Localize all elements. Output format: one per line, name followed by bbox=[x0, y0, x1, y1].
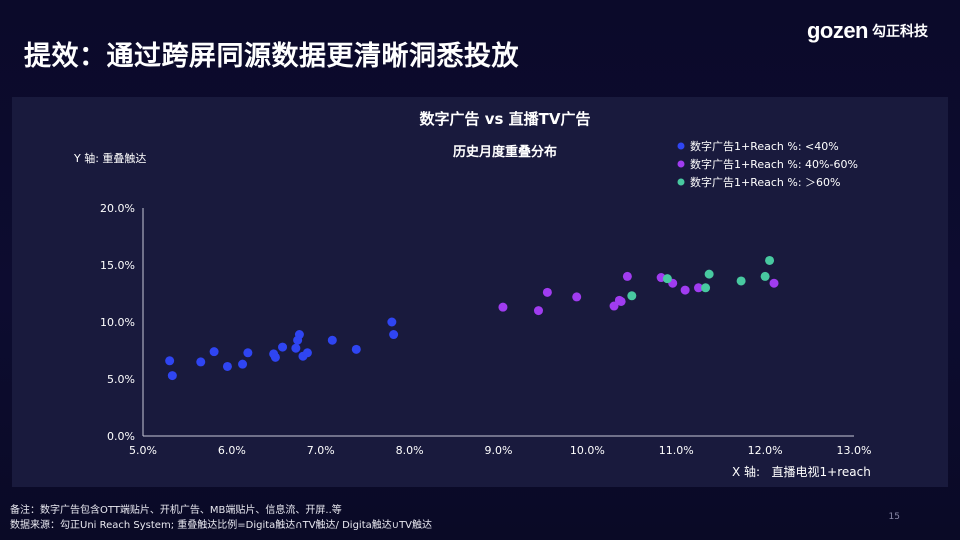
scatter-point-series-2 bbox=[542, 287, 552, 297]
scatter-point-series-2 bbox=[680, 285, 690, 295]
scatter-point-series-1 bbox=[238, 359, 248, 369]
legend-marker bbox=[677, 160, 685, 168]
slide-title: 提效：通过跨屏同源数据更清晰洞悉投放 bbox=[24, 41, 519, 72]
x-tick-label: 6.0% bbox=[218, 444, 246, 457]
x-tick-label: 11.0% bbox=[659, 444, 694, 457]
x-tick-label: 8.0% bbox=[396, 444, 424, 457]
scatter-point-series-2 bbox=[622, 271, 632, 281]
y-tick-label: 20.0% bbox=[100, 202, 135, 215]
scatter-point-series-3 bbox=[627, 291, 637, 301]
y-tick-label: 15.0% bbox=[100, 259, 135, 272]
scatter-point-series-1 bbox=[327, 335, 337, 345]
x-tick-label: 13.0% bbox=[837, 444, 872, 457]
x-tick-label: 12.0% bbox=[748, 444, 783, 457]
scatter-point-series-1 bbox=[243, 348, 253, 358]
x-tick-label: 10.0% bbox=[570, 444, 605, 457]
scatter-point-series-2 bbox=[769, 278, 779, 288]
scatter-point-series-1 bbox=[387, 317, 397, 327]
x-tick-label: 7.0% bbox=[307, 444, 335, 457]
legend-label: 数字广告1+Reach %: 40%-60% bbox=[690, 157, 858, 171]
x-axis-label: X 轴: 直播电视1+reach bbox=[732, 464, 871, 479]
scatter-point-series-1 bbox=[302, 348, 312, 358]
scatter-point-series-1 bbox=[167, 371, 177, 381]
footnote-note: 备注：数字广告包含OTT端贴片、开机广告、MB端贴片、信息流、开屏..等 bbox=[10, 505, 342, 516]
chart-axes: 5.0% 6.0% 7.0% 8.0% 9.0% 10.0% 11.0% 12.0% 13.0%… bbox=[100, 202, 871, 457]
y-tick-label: 5.0% bbox=[107, 373, 135, 386]
x-tick-label: 5.0% bbox=[129, 444, 157, 457]
page-number: 15 bbox=[888, 512, 900, 522]
scatter-point-series-1 bbox=[291, 343, 301, 353]
scatter-point-series-3 bbox=[662, 274, 672, 284]
scatter-point-series-1 bbox=[222, 361, 232, 371]
scatter-point-series-2 bbox=[609, 301, 619, 311]
scatter-point-series-1 bbox=[294, 330, 304, 340]
scatter-point-series-2 bbox=[693, 283, 703, 293]
scatter-point-series-3 bbox=[765, 255, 775, 265]
footnote: 备注：数字广告包含OTT端贴片、开机广告、MB端贴片、信息流、开屏..等 数据来… bbox=[10, 503, 432, 533]
scatter-point-series-3 bbox=[736, 276, 746, 286]
legend-marker bbox=[677, 178, 685, 186]
y-axis-label: Y 轴: 重叠触达 bbox=[73, 151, 146, 165]
scatter-point-series-1 bbox=[196, 357, 206, 367]
scatter-point-series-3 bbox=[704, 269, 714, 279]
scatter-point-series-1 bbox=[270, 352, 280, 362]
y-tick-label: 0.0% bbox=[107, 430, 135, 443]
y-tick-label: 10.0% bbox=[100, 316, 135, 329]
logo-chinese-name: 勾正科技 bbox=[872, 24, 928, 40]
chart-subtitle: 历史月度重叠分布 bbox=[453, 144, 557, 160]
chart-panel bbox=[12, 97, 948, 487]
logo-wordmark: gozen bbox=[806, 18, 869, 43]
scatter-point-series-1 bbox=[278, 342, 288, 352]
legend-label: 数字广告1+Reach %: <40% bbox=[690, 139, 839, 153]
scatter-point-series-1 bbox=[165, 356, 175, 366]
scatter-point-series-1 bbox=[389, 330, 399, 340]
legend-marker bbox=[677, 142, 685, 150]
legend-label: 数字广告1+Reach %: ＞60% bbox=[690, 175, 841, 189]
footnote-source: 数据来源：勾正Uni Reach System; 重叠触达比例=Digita触达… bbox=[10, 520, 433, 531]
x-tick-label: 9.0% bbox=[485, 444, 513, 457]
data-points bbox=[165, 255, 779, 381]
scatter-point-series-2 bbox=[498, 302, 508, 312]
scatter-point-series-2 bbox=[572, 292, 582, 302]
gozen-logo: gozen 勾正科技 bbox=[807, 18, 928, 44]
scatter-point-series-1 bbox=[351, 344, 361, 354]
scatter-point-series-1 bbox=[209, 347, 219, 357]
scatter-point-series-3 bbox=[760, 271, 770, 281]
scatter-point-series-2 bbox=[616, 296, 626, 306]
chart-legend: 数字广告1+Reach %: <40% 数字广告1+Reach %: 40%-60… bbox=[677, 139, 858, 189]
chart-title: 数字广告 vs 直播TV广告 bbox=[420, 110, 591, 128]
scatter-point-series-3 bbox=[701, 283, 711, 293]
scatter-point-series-2 bbox=[533, 306, 543, 316]
